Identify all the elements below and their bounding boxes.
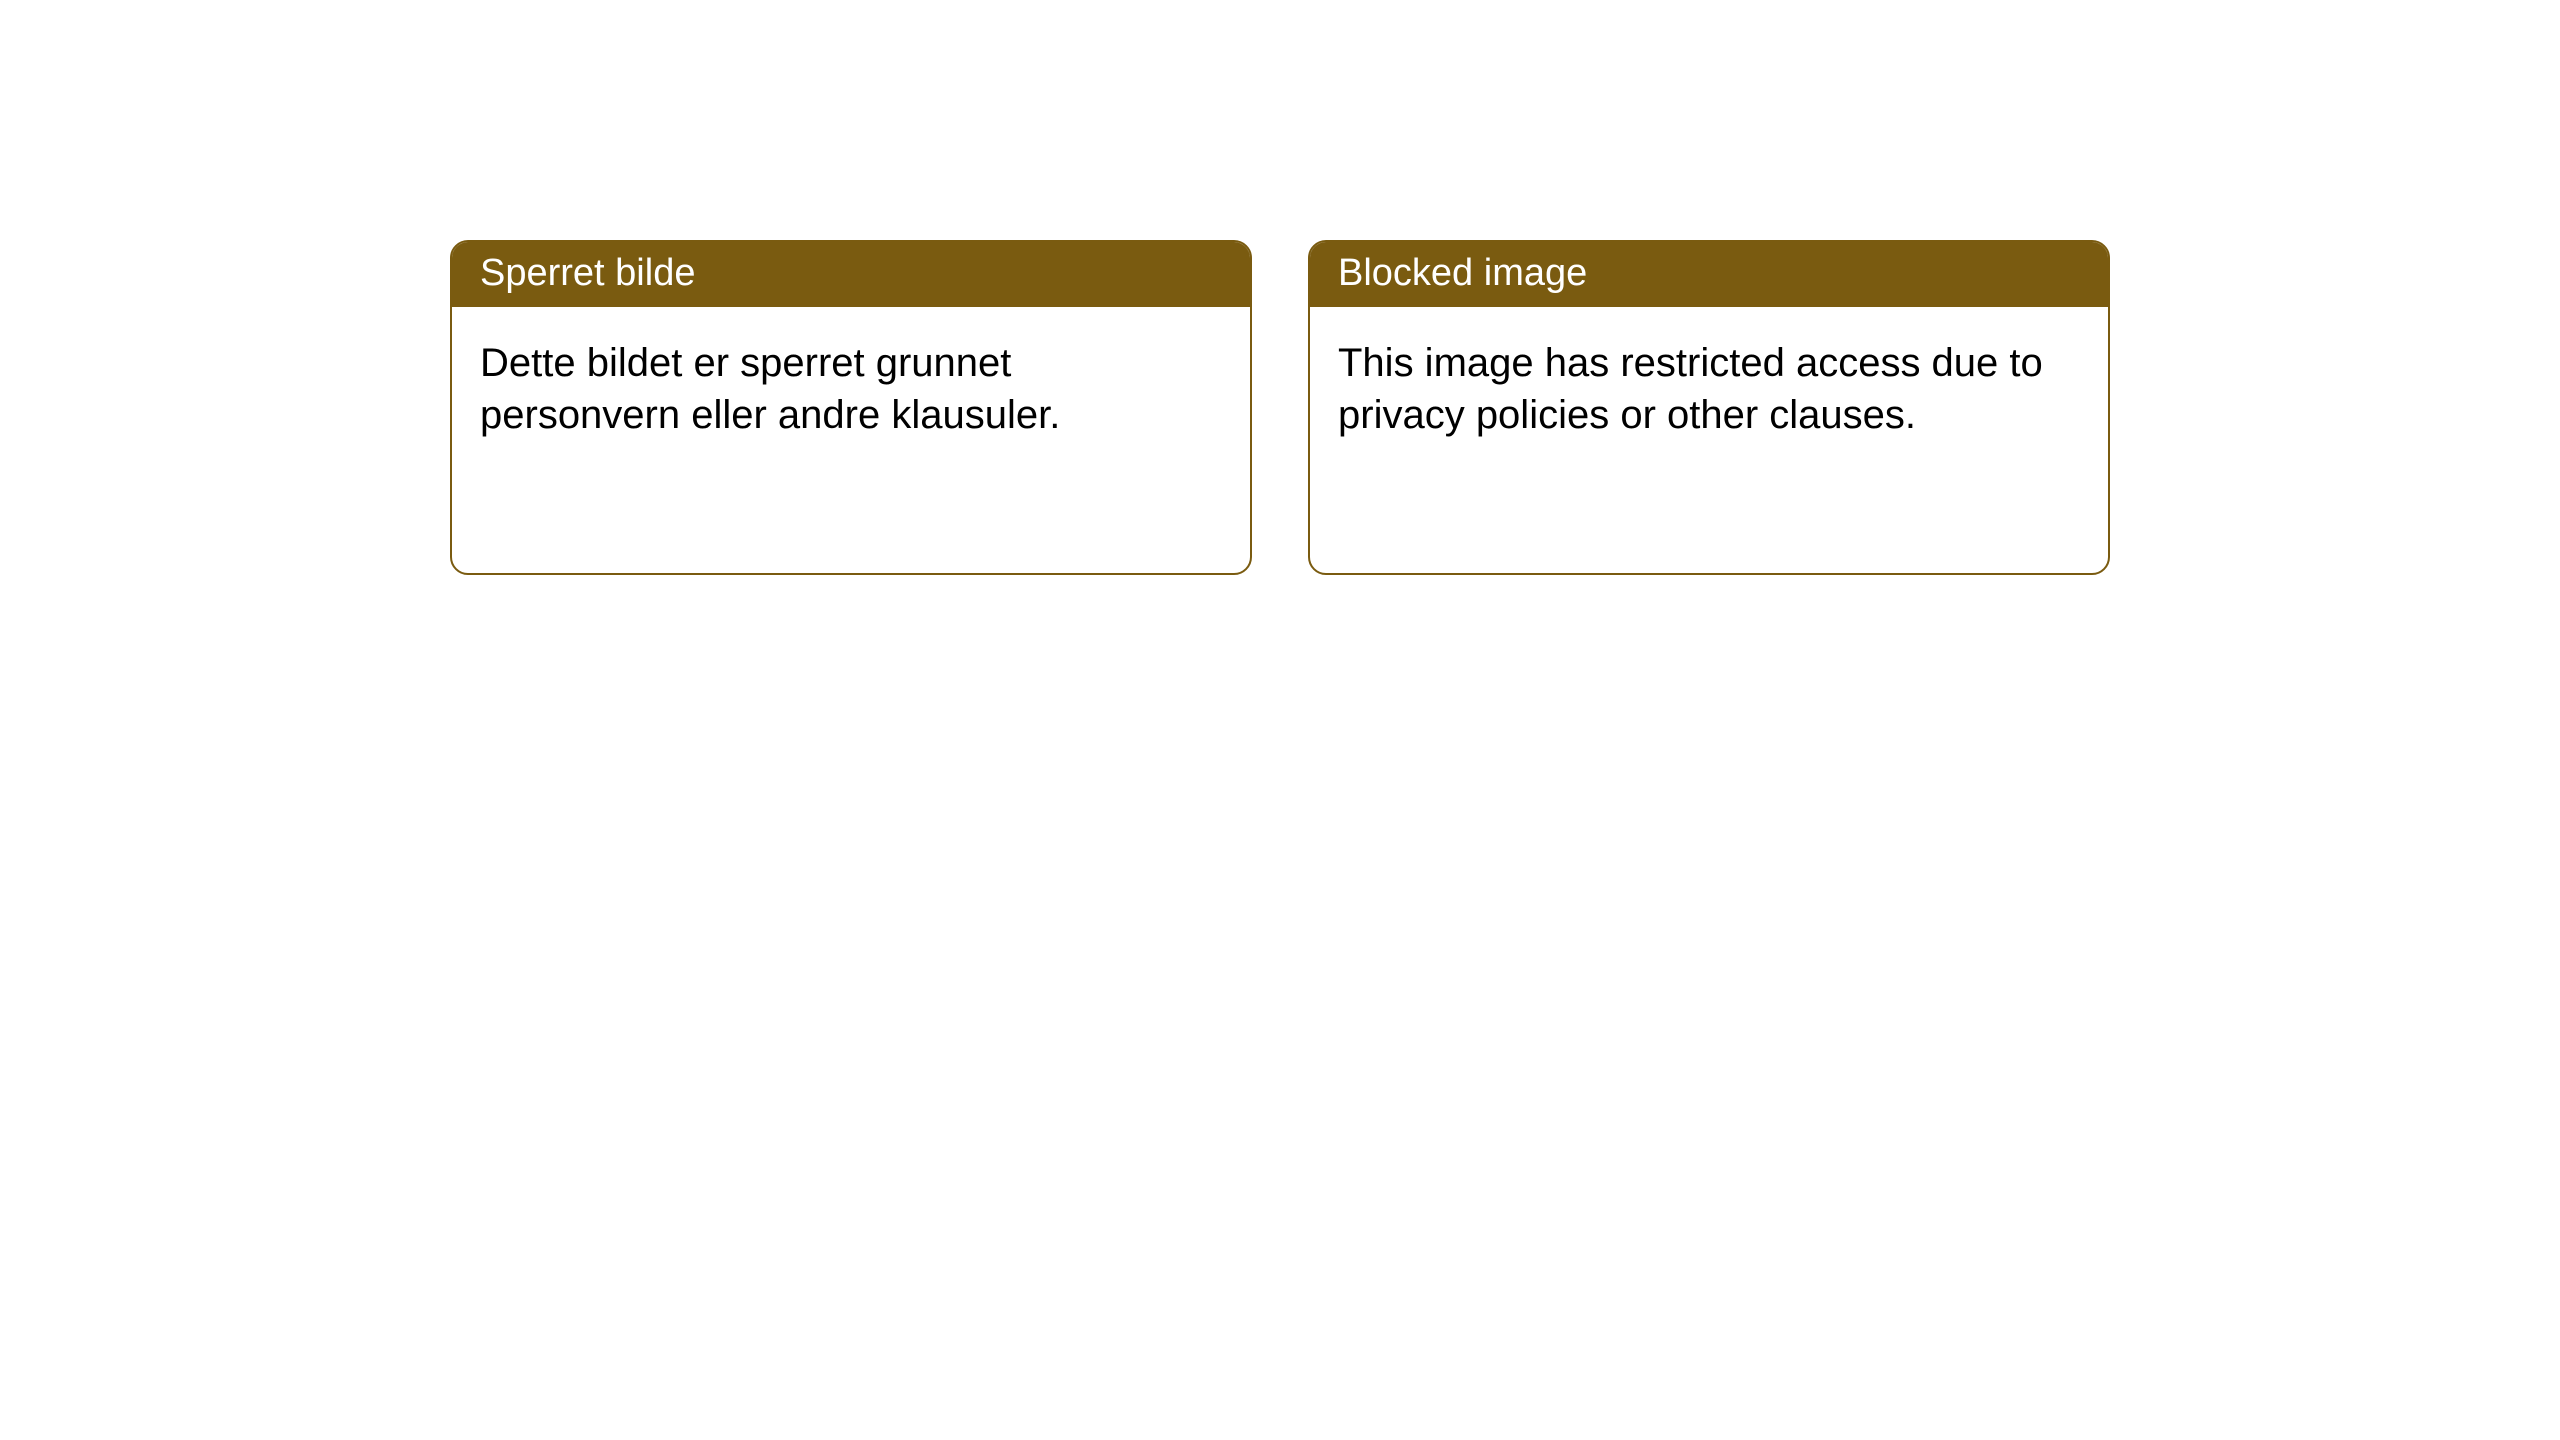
notice-body: Dette bildet er sperret grunnet personve…: [452, 307, 1250, 471]
notices-container: Sperret bilde Dette bildet er sperret gr…: [0, 0, 2560, 575]
notice-card-english: Blocked image This image has restricted …: [1308, 240, 2110, 575]
notice-body: This image has restricted access due to …: [1310, 307, 2108, 471]
notice-card-norwegian: Sperret bilde Dette bildet er sperret gr…: [450, 240, 1252, 575]
notice-header: Blocked image: [1310, 242, 2108, 307]
notice-header: Sperret bilde: [452, 242, 1250, 307]
